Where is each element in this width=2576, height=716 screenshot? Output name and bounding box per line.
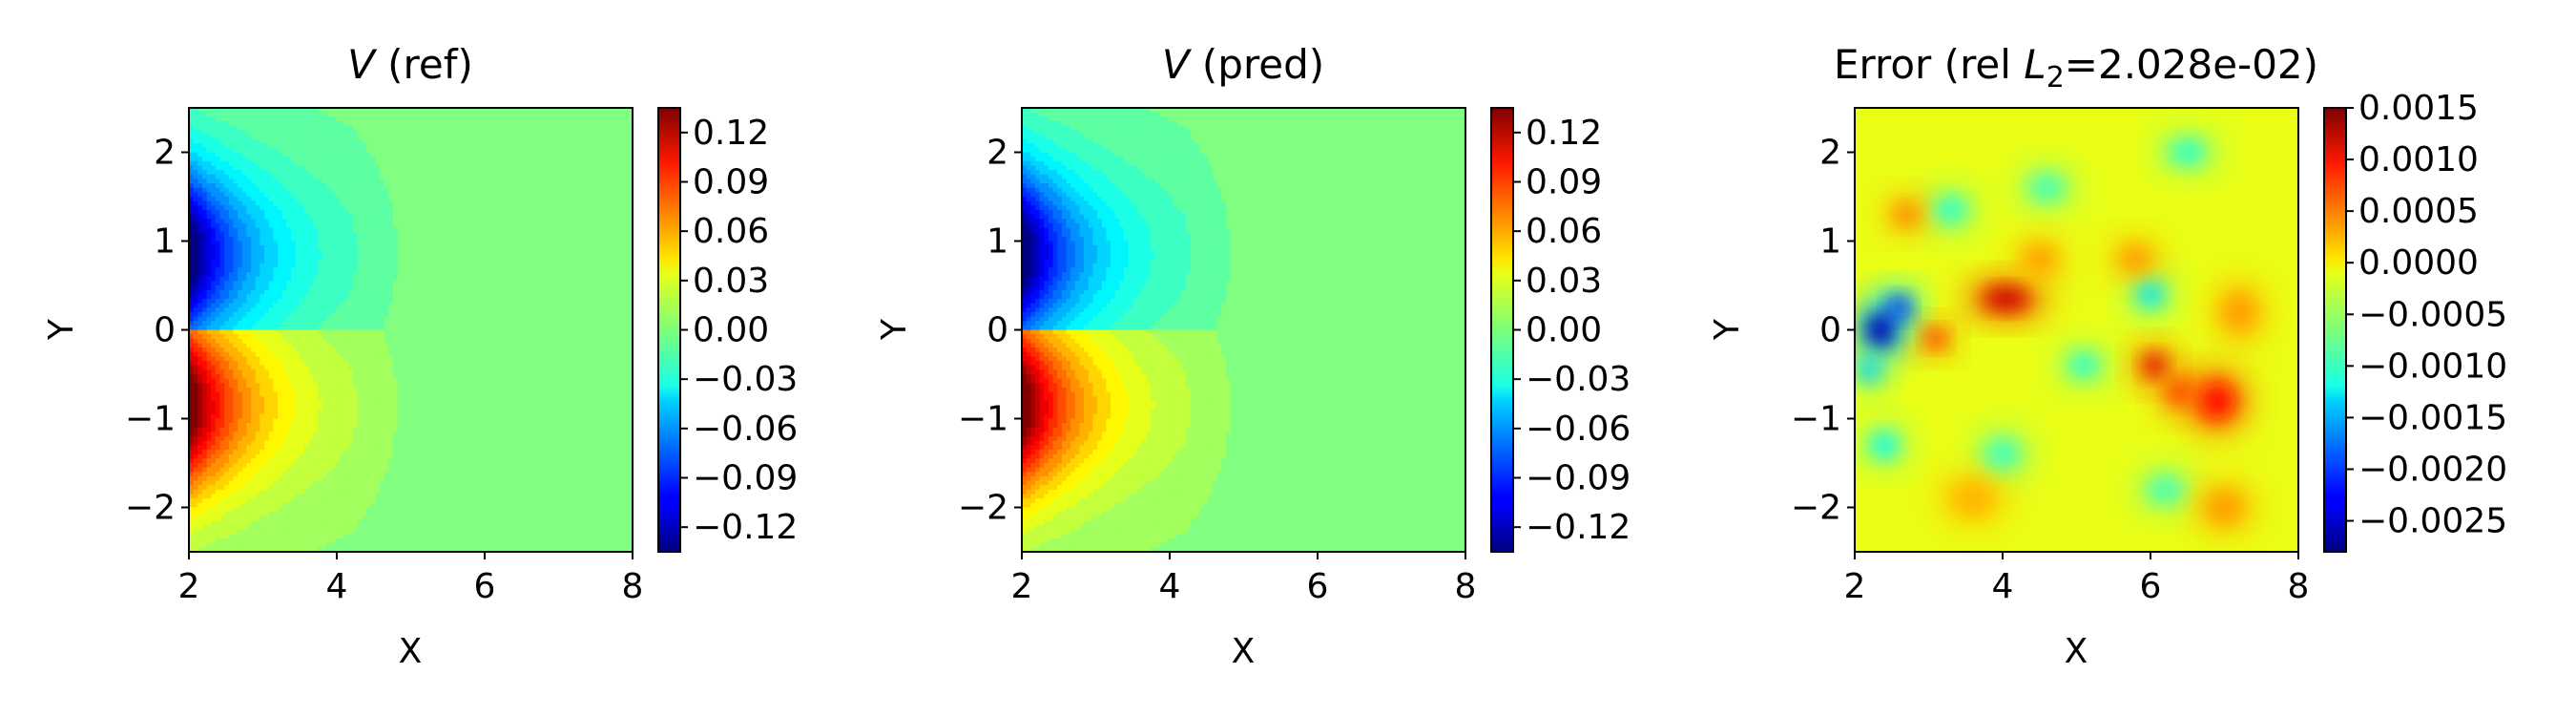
colorbar-tick-label: 0.03 <box>1526 262 1602 301</box>
x-tick-label: 6 <box>1307 567 1329 606</box>
panel-title: Error (rel L2=2.028e-02) <box>1834 41 2318 95</box>
x-axis: 2 4 6 8 <box>1011 552 1477 606</box>
x-tick-label: 6 <box>2140 567 2162 606</box>
colorbar-tick-label: −0.0005 <box>2358 295 2507 334</box>
x-tick-label: 2 <box>1011 567 1033 606</box>
y-axis-label: Y <box>875 318 914 341</box>
y-tick-label: −1 <box>958 400 1008 439</box>
colorbar <box>1490 107 1514 553</box>
colorbar-tick-label: −0.09 <box>1526 459 1631 498</box>
colorbar-tick-label: −0.0020 <box>2358 450 2507 489</box>
x-tick-label: 4 <box>1992 567 2014 606</box>
colorbar-ticks: 0.12 0.09 0.06 0.03 0.00 −0.03 −0.06 −0.09 −0.12 <box>1513 114 1631 547</box>
colorbar <box>657 107 681 553</box>
colorbar-tick-label: −0.03 <box>693 360 798 399</box>
colorbar-tick-label: −0.12 <box>693 508 798 547</box>
x-axis-label: X <box>399 632 423 671</box>
y-tick-label: 1 <box>1819 222 1841 262</box>
colorbar-tick-label: 0.0015 <box>2358 89 2479 128</box>
heatmap-area <box>1855 108 2298 552</box>
colorbar-tick-label: −0.0025 <box>2358 502 2507 541</box>
colorbar-tick-label: −0.03 <box>1526 360 1631 399</box>
x-tick-label: 4 <box>326 567 348 606</box>
y-axis: 2 1 0 −1 −2 <box>125 134 189 528</box>
y-tick-label: 0 <box>1819 311 1841 350</box>
colorbar-ticks: 0.0015 0.0010 0.0005 0.0000 −0.0005 −0.0010 −0… <box>2346 89 2507 541</box>
y-tick-label: −1 <box>1791 400 1841 439</box>
x-tick-label: 2 <box>178 567 200 606</box>
x-tick-label: 8 <box>622 567 644 606</box>
y-tick-label: −2 <box>125 489 176 528</box>
colorbar-tick-label: 0.12 <box>693 114 769 153</box>
colorbar-tick-label: 0.06 <box>693 212 769 251</box>
y-tick-label: 1 <box>987 222 1008 262</box>
x-tick-label: 8 <box>1455 567 1477 606</box>
x-tick-label: 6 <box>474 567 496 606</box>
colorbar-tick-label: 0.00 <box>693 311 769 350</box>
colorbar-tick-label: −0.06 <box>1526 410 1631 449</box>
y-tick-label: −2 <box>1791 489 1841 528</box>
y-axis: 2 1 0 −1 −2 <box>1791 134 1855 528</box>
y-axis-label: Y <box>42 318 81 341</box>
x-axis: 2 4 6 8 <box>178 552 644 606</box>
colorbar-tick-label: −0.0015 <box>2358 398 2507 437</box>
x-tick-label: 4 <box>1159 567 1181 606</box>
y-tick-label: 1 <box>154 222 176 262</box>
colorbar-tick-label: −0.12 <box>1526 508 1631 547</box>
colorbar-tick-label: −0.0010 <box>2358 347 2507 386</box>
x-axis: 2 4 6 8 <box>1844 552 2310 606</box>
colorbar-tick-label: 0.03 <box>693 262 769 301</box>
colorbar-tick-label: 0.09 <box>693 163 769 202</box>
colorbar-ticks: 0.12 0.09 0.06 0.03 0.00 −0.03 −0.06 −0.09 −0.12 <box>680 114 798 547</box>
y-tick-label: 0 <box>987 311 1008 350</box>
heatmap-area <box>189 108 633 552</box>
colorbar-tick-label: −0.06 <box>693 410 798 449</box>
heatmap-area <box>1022 108 1465 552</box>
colorbar-tick-label: 0.0000 <box>2358 243 2479 283</box>
panel-title: V (pred) <box>1162 41 1324 88</box>
panel-ref: V (ref) 2 4 6 8 2 1 0 −1 −2 X Y 0.12 0.09 0.06 0.0… <box>42 41 798 671</box>
colorbar-tick-label: 0.0005 <box>2358 192 2479 231</box>
y-axis-label: Y <box>1708 318 1747 341</box>
colorbar-tick-label: 0.12 <box>1526 114 1602 153</box>
y-tick-label: 2 <box>987 134 1008 173</box>
y-tick-label: −2 <box>958 489 1008 528</box>
y-tick-label: 2 <box>1819 134 1841 173</box>
y-axis: 2 1 0 −1 −2 <box>958 134 1022 528</box>
colorbar-tick-label: −0.09 <box>693 459 798 498</box>
x-axis-label: X <box>2065 632 2088 671</box>
colorbar-tick-label: 0.00 <box>1526 311 1602 350</box>
colorbar-tick-label: 0.06 <box>1526 212 1602 251</box>
colorbar-tick-label: 0.09 <box>1526 163 1602 202</box>
y-tick-label: 2 <box>154 134 176 173</box>
y-tick-label: −1 <box>125 400 176 439</box>
colorbar <box>2323 107 2347 553</box>
colorbar-tick-label: 0.0010 <box>2358 140 2479 179</box>
x-tick-label: 2 <box>1844 567 1866 606</box>
panel-title: V (ref) <box>347 41 473 88</box>
y-tick-label: 0 <box>154 311 176 350</box>
x-axis-label: X <box>1232 632 1256 671</box>
x-tick-label: 8 <box>2288 567 2310 606</box>
